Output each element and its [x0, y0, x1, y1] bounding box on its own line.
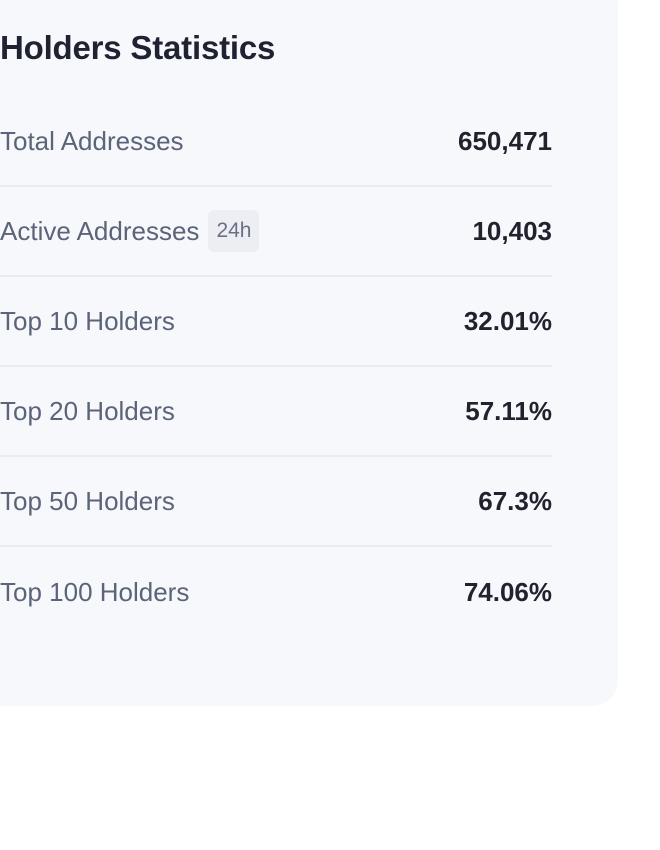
stat-value: 74.06% — [463, 577, 552, 607]
stat-label-wrap: Total Addresses — [0, 125, 184, 157]
stat-label: Top 50 Holders — [0, 486, 175, 516]
stat-row-active-addresses: Active Addresses 24h 10,403 — [0, 187, 552, 277]
holders-statistics-card: Holders Statistics Total Addresses 650,4… — [0, 29, 552, 637]
stat-label-wrap: Top 20 Holders — [0, 395, 175, 427]
stat-label: Top 10 Holders — [0, 306, 175, 336]
stat-label: Total Addresses — [0, 126, 184, 156]
stat-label: Top 20 Holders — [0, 396, 175, 426]
stat-row-total-addresses: Total Addresses 650,471 — [0, 97, 552, 187]
stat-label-wrap: Top 50 Holders — [0, 485, 175, 517]
stat-value: 32.01% — [463, 306, 552, 336]
stat-value: 57.11% — [465, 396, 552, 426]
stat-label-wrap: Top 10 Holders — [0, 305, 175, 337]
card-title: Holders Statistics — [0, 29, 276, 66]
stat-value: 10,403 — [472, 216, 552, 246]
stat-row-top-10-holders: Top 10 Holders 32.01% — [0, 277, 552, 367]
time-range-badge: 24h — [208, 210, 260, 252]
stat-label: Active Addresses — [0, 216, 200, 246]
stat-value: 67.3% — [478, 486, 552, 516]
stat-label-wrap: Active Addresses 24h — [0, 210, 260, 252]
stats-list: Total Addresses 650,471 Active Addresses… — [0, 97, 552, 637]
stat-row-top-50-holders: Top 50 Holders 67.3% — [0, 457, 552, 547]
stat-label: Top 100 Holders — [0, 577, 190, 607]
stat-value: 650,471 — [458, 126, 552, 156]
stat-row-top-20-holders: Top 20 Holders 57.11% — [0, 367, 552, 457]
stat-label-wrap: Top 100 Holders — [0, 576, 189, 608]
stat-row-top-100-holders: Top 100 Holders 74.06% — [0, 547, 552, 637]
